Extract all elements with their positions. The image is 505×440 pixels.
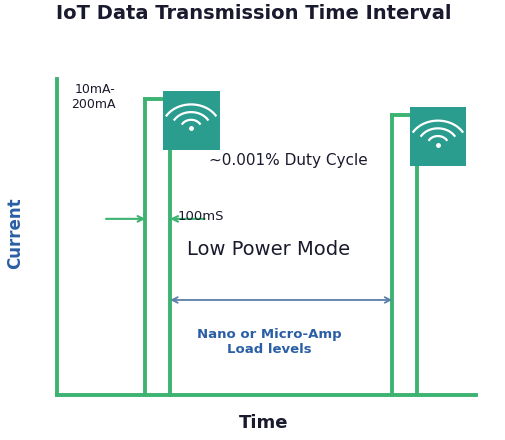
Text: 100mS: 100mS: [178, 210, 224, 224]
Bar: [410, 107, 466, 166]
Text: 10mA-
200mA: 10mA- 200mA: [71, 83, 116, 111]
Title: IoT Data Transmission Time Interval: IoT Data Transmission Time Interval: [57, 4, 452, 23]
Text: Current: Current: [6, 197, 24, 269]
Text: Low Power Mode: Low Power Mode: [187, 240, 350, 259]
Text: Time: Time: [239, 414, 289, 432]
Text: Nano or Micro-Amp
Load levels: Nano or Micro-Amp Load levels: [196, 328, 341, 356]
Text: ~0.001% Duty Cycle: ~0.001% Duty Cycle: [209, 153, 368, 168]
Bar: [163, 91, 220, 150]
